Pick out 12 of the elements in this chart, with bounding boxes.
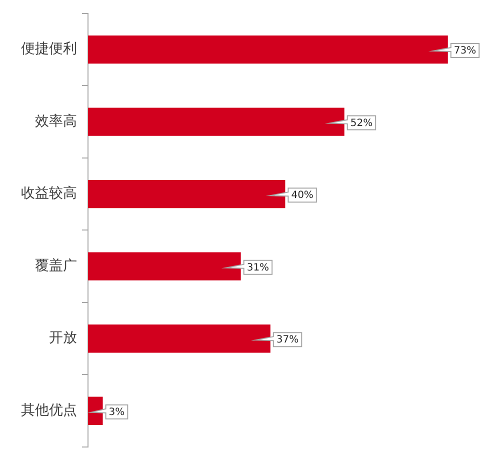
y-tick-label: 收益较高: [21, 186, 77, 202]
data-label: 31%: [246, 262, 270, 274]
y-tick-label: 效率高: [35, 113, 77, 130]
y-tick-label: 覆盖广: [35, 258, 77, 274]
y-tick-label: 其他优点: [21, 402, 77, 419]
y-tick-label: 开放: [49, 330, 77, 346]
data-label: 40%: [291, 190, 314, 202]
data-label: 37%: [276, 334, 299, 346]
data-label: 52%: [350, 118, 373, 129]
data-label: 73%: [454, 46, 476, 57]
y-tick-label: 便捷便利: [21, 41, 77, 58]
data-label: 3%: [108, 406, 125, 418]
